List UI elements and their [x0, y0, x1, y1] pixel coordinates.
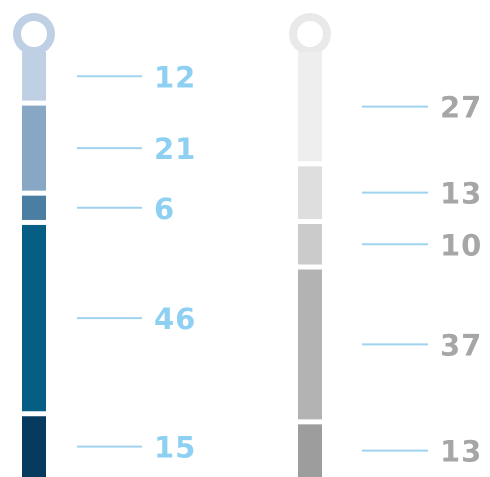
chart-1-segment-2 [22, 105, 46, 191]
chart-2-segment-3 [298, 224, 322, 265]
chart-2-segment-1 [298, 52, 322, 162]
chart-2-value-label-5: 13 [440, 435, 482, 469]
chart-1-segment-1 [22, 52, 46, 101]
chart-2-segment-4 [298, 269, 322, 420]
chart-2-value-label-4: 37 [440, 328, 482, 362]
chart-1-value-label-2: 21 [154, 132, 196, 166]
chart-1-value-label-3: 6 [154, 192, 175, 226]
chart-2-ring [289, 13, 331, 55]
chart-1-segment-5 [22, 416, 46, 477]
chart-2: 27 13 10 37 13 [289, 13, 482, 477]
chart-2-value-label-2: 13 [440, 177, 482, 211]
chart-1: 12 21 6 46 15 [13, 13, 196, 477]
chart-1-value-label-1: 12 [154, 60, 196, 94]
chart-2-value-label-1: 27 [440, 91, 482, 125]
chart-2-segment-5 [298, 424, 322, 477]
chart-1-value-label-4: 46 [154, 302, 196, 336]
chart-1-value-label-5: 15 [154, 431, 196, 465]
chart-1-segment-4 [22, 224, 46, 412]
chart-1-segment-3 [22, 195, 46, 220]
chart-1-ring [13, 13, 55, 55]
chart-2-value-label-3: 10 [440, 228, 482, 262]
chart-2-segment-2 [298, 166, 322, 219]
